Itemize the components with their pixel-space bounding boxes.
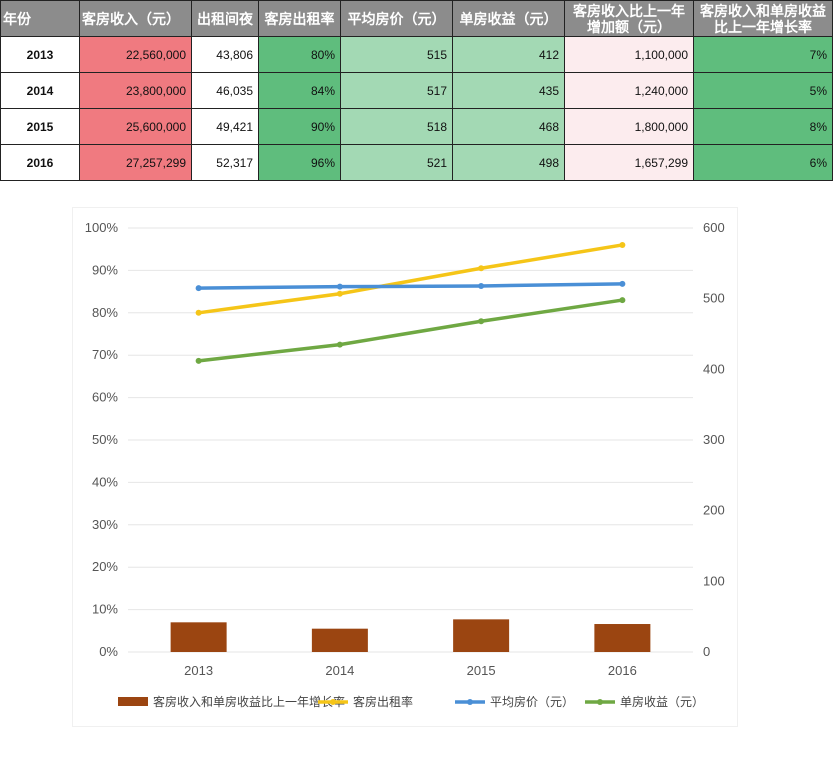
header-revpar: 单房收益（元）	[452, 0, 565, 37]
legend-swatch-point	[330, 699, 336, 705]
cell-occupancy: 84%	[258, 72, 341, 109]
legend-label: 单房收益（元）	[620, 694, 704, 709]
y-left-tick-label: 0%	[99, 644, 118, 659]
bar-growth-rate	[170, 622, 227, 652]
table-row: 2013 22,560,000 43,806 80% 515 412 1,100…	[0, 36, 833, 73]
header-revenue-increase: 客房收入比上一年增加额（元）	[564, 0, 694, 37]
cell-growth-rate: 8%	[693, 108, 833, 145]
legend-swatch-bar	[118, 697, 148, 706]
line-point	[478, 282, 485, 289]
cell-room-nights: 46,035	[191, 72, 259, 109]
line-point	[195, 309, 202, 316]
header-room-revenue: 客房收入（元）	[79, 0, 192, 37]
line-point	[195, 285, 202, 292]
y-left-tick-label: 30%	[92, 517, 118, 532]
cell-room-revenue: 27,257,299	[79, 144, 192, 181]
y-right-tick-label: 300	[703, 432, 725, 447]
x-tick-label: 2014	[325, 663, 354, 678]
cell-room-nights: 49,421	[191, 108, 259, 145]
bar-growth-rate	[594, 624, 651, 652]
y-left-tick-label: 90%	[92, 262, 118, 277]
legend-swatch-point	[467, 699, 473, 705]
cell-year: 2014	[0, 72, 80, 109]
line-point	[195, 357, 202, 364]
y-right-tick-label: 400	[703, 361, 725, 376]
cell-revenue-increase: 1,800,000	[564, 108, 694, 145]
table-header-row: 年份 客房收入（元） 出租间夜 客房出租率 平均房价（元） 单房收益（元） 客房…	[0, 0, 833, 37]
line-series-1	[196, 282, 625, 290]
y-right-tick-label: 500	[703, 291, 725, 306]
y-right-tick-label: 600	[703, 220, 725, 235]
y-right-tick-label: 200	[703, 503, 725, 518]
legend-label: 客房收入和单房收益比上一年增长率	[153, 694, 345, 709]
cell-year: 2013	[0, 36, 80, 73]
cell-adr: 515	[340, 36, 453, 73]
legend-label: 客房出租率	[353, 694, 413, 709]
line-point	[336, 283, 343, 290]
line-point	[619, 280, 626, 287]
cell-growth-rate: 7%	[693, 36, 833, 73]
combo-chart: 0% 10% 20% 30% 40% 50% 60% 70% 80% 90% 100% 0 100 200…	[85, 220, 725, 709]
cell-occupancy: 90%	[258, 108, 341, 145]
table-row: 2016 27,257,299 52,317 96% 521 498 1,657…	[0, 144, 833, 181]
cell-adr: 518	[340, 108, 453, 145]
cell-growth-rate: 6%	[693, 144, 833, 181]
y-right-tick-label: 0	[703, 644, 710, 659]
cell-room-nights: 43,806	[191, 36, 259, 73]
y-left-tick-label: 100%	[85, 220, 119, 235]
header-room-nights: 出租间夜	[191, 0, 259, 37]
x-tick-label: 2016	[608, 663, 637, 678]
chart-container: 0% 10% 20% 30% 40% 50% 60% 70% 80% 90% 100% 0 100 200…	[73, 208, 737, 726]
table-row: 2015 25,600,000 49,421 90% 518 468 1,800…	[0, 108, 833, 145]
header-year: 年份	[0, 0, 80, 37]
cell-growth-rate: 5%	[693, 72, 833, 109]
cell-revpar: 498	[452, 144, 565, 181]
cell-occupancy: 80%	[258, 36, 341, 73]
line-point	[336, 341, 343, 348]
cell-revpar: 435	[452, 72, 565, 109]
cell-adr: 517	[340, 72, 453, 109]
header-growth-rate: 客房收入和单房收益比上一年增长率	[693, 0, 833, 37]
legend-label: 平均房价（元）	[490, 694, 574, 709]
cell-room-revenue: 23,800,000	[79, 72, 192, 109]
cell-room-revenue: 25,600,000	[79, 108, 192, 145]
cell-revenue-increase: 1,100,000	[564, 36, 694, 73]
bar-growth-rate	[453, 619, 510, 652]
line-series-0	[196, 243, 625, 315]
line-point	[336, 290, 343, 297]
cell-year: 2015	[0, 108, 80, 145]
y-left-tick-label: 50%	[92, 432, 118, 447]
cell-room-revenue: 22,560,000	[79, 36, 192, 73]
y-left-tick-label: 60%	[92, 390, 118, 405]
y-left-tick-label: 70%	[92, 347, 118, 362]
y-left-tick-label: 80%	[92, 305, 118, 320]
cell-adr: 521	[340, 144, 453, 181]
y-left-tick-label: 20%	[92, 559, 118, 574]
data-table: 年份 客房收入（元） 出租间夜 客房出租率 平均房价（元） 单房收益（元） 客房…	[0, 0, 833, 181]
cell-occupancy: 96%	[258, 144, 341, 181]
x-tick-label: 2015	[467, 663, 496, 678]
cell-revpar: 412	[452, 36, 565, 73]
x-tick-label: 2013	[184, 663, 213, 678]
line-point	[478, 265, 485, 272]
line-point	[619, 297, 626, 304]
line-series-2	[196, 298, 625, 363]
cell-revpar: 468	[452, 108, 565, 145]
y-left-tick-label: 40%	[92, 474, 118, 489]
header-adr: 平均房价（元）	[340, 0, 453, 37]
y-right-tick-label: 100	[703, 573, 725, 588]
y-left-tick-label: 10%	[92, 602, 118, 617]
legend-swatch-point	[597, 699, 603, 705]
line-point	[619, 241, 626, 248]
cell-revenue-increase: 1,240,000	[564, 72, 694, 109]
cell-revenue-increase: 1,657,299	[564, 144, 694, 181]
table-row: 2014 23,800,000 46,035 84% 517 435 1,240…	[0, 72, 833, 109]
cell-year: 2016	[0, 144, 80, 181]
bar-growth-rate	[311, 628, 368, 652]
cell-room-nights: 52,317	[191, 144, 259, 181]
line-point	[478, 318, 485, 325]
header-occupancy: 客房出租率	[258, 0, 341, 37]
